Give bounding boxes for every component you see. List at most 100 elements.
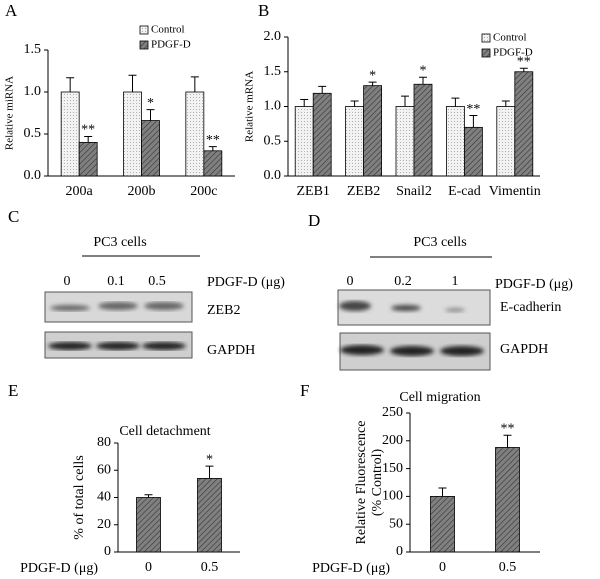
band-label: E-cadherin <box>500 300 561 315</box>
significance: ** <box>517 54 531 69</box>
y-tick-label: 50 <box>389 516 403 531</box>
y-tick-label: 2.0 <box>264 29 282 44</box>
error-bar <box>350 100 359 107</box>
error-bar <box>519 67 528 72</box>
cells-label: PC3 cells <box>93 235 146 250</box>
x-tick-label: 0 <box>439 560 446 575</box>
bar <box>496 106 516 177</box>
error-bar <box>368 81 377 86</box>
y-tick-label: 0.5 <box>24 126 42 141</box>
y-tick-label: 0.5 <box>264 133 282 148</box>
y-axis-label: Relative miRNA <box>4 76 16 150</box>
y-tick-label: 1.5 <box>264 64 282 79</box>
dose: 0 <box>64 274 71 289</box>
legend-label: Control <box>493 32 527 44</box>
bands <box>50 302 184 311</box>
error-bar <box>190 76 199 92</box>
error-bar <box>146 109 155 121</box>
error-bar <box>144 494 153 498</box>
panel-letter: B <box>258 1 269 20</box>
x-tick-label: 0 <box>145 560 152 575</box>
y-axis-label: Relative mRNA <box>244 71 256 142</box>
bar <box>463 126 483 177</box>
significance: * <box>147 96 154 111</box>
blot-c: C PC3 cells 0 0.1 0.5 PDGF-D (μg) ZEB2 G… <box>8 207 285 359</box>
bar <box>395 106 415 177</box>
band-label: GAPDH <box>207 343 255 358</box>
bar <box>141 120 160 177</box>
bar <box>197 478 222 553</box>
dose-label: PDGF-D (μg) <box>495 277 573 292</box>
x-tick-label: ZEB2 <box>347 184 380 199</box>
error-bar <box>66 77 75 92</box>
y-tick-label: 1.0 <box>264 99 282 114</box>
panel-letter: C <box>8 207 19 226</box>
error-bar <box>128 74 137 92</box>
bands <box>340 345 484 356</box>
x-tick-label: Snail2 <box>396 184 432 199</box>
x-tick-label: E-cad <box>448 184 481 199</box>
significance: ** <box>81 123 95 138</box>
y-tick-label: 0 <box>396 544 403 559</box>
x-tick-label: 200c <box>190 184 217 199</box>
bar <box>185 91 205 177</box>
y-tick-label: 40 <box>97 490 111 505</box>
bar <box>294 106 314 177</box>
y-tick-label: 100 <box>382 489 403 504</box>
error-bar <box>438 487 447 497</box>
bar <box>514 71 534 177</box>
bar <box>363 85 383 177</box>
x-tick-label: 0.5 <box>201 560 219 575</box>
bar <box>123 91 142 177</box>
significance: ** <box>466 102 480 117</box>
y-tick-label: 1.0 <box>24 84 42 99</box>
band-label: ZEB2 <box>207 303 240 318</box>
x-axis-label: PDGF-D (μg) <box>20 561 98 576</box>
panel-letter: F <box>300 381 309 400</box>
cells-label: PC3 cells <box>413 235 466 250</box>
chart-title: Cell detachment <box>119 424 210 439</box>
bands <box>48 342 186 350</box>
error-bar <box>84 136 93 143</box>
error-bar <box>401 95 409 107</box>
bar <box>345 106 365 177</box>
bar <box>203 150 223 177</box>
error-bar <box>208 146 217 151</box>
y-axis-label: (% Control) <box>370 449 385 517</box>
y-tick-label: 60 <box>97 462 111 477</box>
legend-label: PDGF-D <box>493 47 533 59</box>
dose: 0.2 <box>394 274 412 289</box>
legend-swatch <box>139 25 149 35</box>
dose-label: PDGF-D (μg) <box>207 275 285 290</box>
dose: 0.5 <box>148 274 166 289</box>
legend-swatch <box>139 40 149 50</box>
x-tick-label: 200a <box>66 184 94 199</box>
error-bar <box>451 97 460 107</box>
dose: 0 <box>347 274 354 289</box>
x-tick-label: 200b <box>128 184 156 199</box>
bar <box>445 106 465 177</box>
bar <box>430 495 455 553</box>
significance: * <box>420 64 427 79</box>
y-tick-label: 150 <box>382 461 403 476</box>
panel-letter: E <box>8 381 18 400</box>
error-bar <box>205 465 214 479</box>
panel-letter: D <box>308 211 320 230</box>
dose: 1 <box>452 274 459 289</box>
legend-label: Control <box>151 24 185 36</box>
bar <box>78 141 98 177</box>
y-tick-label: 0 <box>104 544 111 559</box>
error-bar <box>503 434 512 448</box>
x-axis-label: PDGF-D (μg) <box>312 561 390 576</box>
bar <box>60 91 80 177</box>
significance: * <box>206 452 213 467</box>
panel-letter: A <box>5 1 18 20</box>
y-tick-label: 250 <box>382 405 403 420</box>
dose: 0.1 <box>107 274 125 289</box>
bar <box>136 497 161 553</box>
legend-label: PDGF-D <box>151 39 191 51</box>
bar <box>413 83 433 177</box>
error-bar <box>501 100 510 107</box>
y-tick-label: 20 <box>97 517 111 532</box>
